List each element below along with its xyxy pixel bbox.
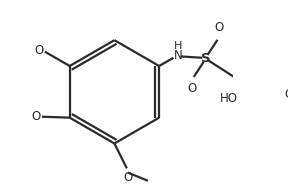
- Text: O: O: [34, 44, 43, 57]
- Text: S: S: [201, 52, 211, 65]
- Text: O: O: [32, 110, 41, 123]
- Text: H: H: [174, 41, 183, 51]
- Text: O: O: [215, 21, 224, 34]
- Text: O: O: [284, 88, 288, 101]
- Text: HO: HO: [219, 92, 238, 105]
- Text: N: N: [174, 49, 183, 62]
- Text: O: O: [187, 82, 196, 95]
- Text: O: O: [123, 171, 132, 184]
